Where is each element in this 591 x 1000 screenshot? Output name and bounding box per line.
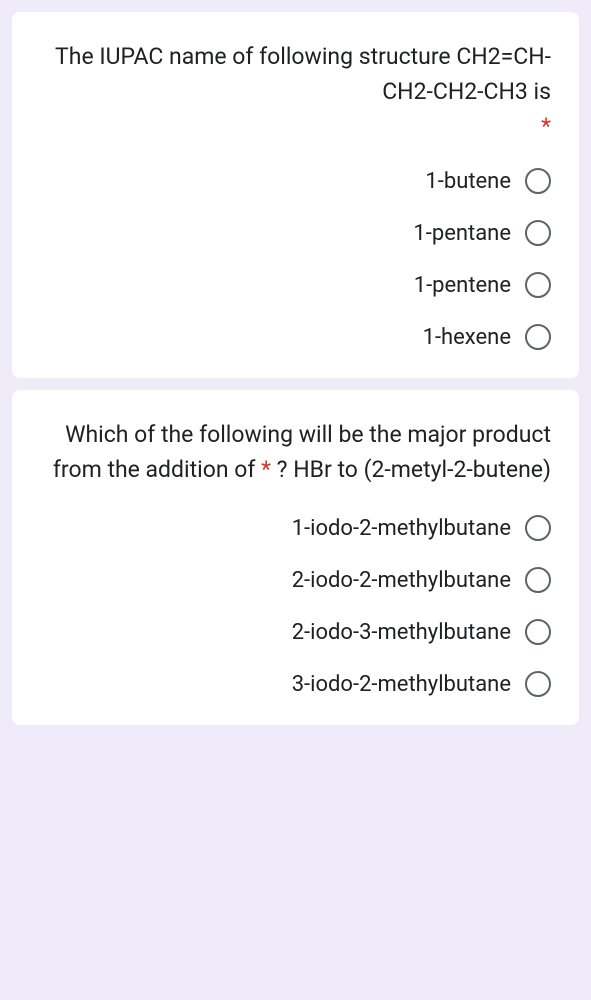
question-card-1: The IUPAC name of following structure CH…: [12, 12, 579, 378]
option-row[interactable]: 3-iodo-2-methylbutane: [40, 671, 551, 697]
radio-icon[interactable]: [525, 272, 551, 298]
required-asterisk: *: [40, 113, 551, 140]
option-row[interactable]: 1-butene: [40, 168, 551, 194]
question-2-text-after: ? HBr to (2-metyl-2-butene): [271, 456, 551, 483]
option-label: 1-butene: [425, 169, 511, 194]
radio-icon[interactable]: [525, 619, 551, 645]
question-card-2: Which of the following will be the major…: [12, 390, 579, 725]
radio-icon[interactable]: [525, 567, 551, 593]
radio-icon[interactable]: [525, 671, 551, 697]
option-row[interactable]: 2-iodo-3-methylbutane: [40, 619, 551, 645]
option-row[interactable]: 1-pentane: [40, 220, 551, 246]
option-row[interactable]: 1-iodo-2-methylbutane: [40, 515, 551, 541]
radio-icon[interactable]: [525, 220, 551, 246]
required-asterisk: *: [261, 456, 271, 483]
option-label: 1-pentane: [413, 221, 511, 246]
option-label: 1-pentene: [414, 273, 511, 298]
option-label: 3-iodo-2-methylbutane: [292, 672, 511, 697]
option-row[interactable]: 1-hexene: [40, 324, 551, 350]
option-row[interactable]: 1-pentene: [40, 272, 551, 298]
option-label: 2-iodo-3-methylbutane: [292, 620, 511, 645]
option-row[interactable]: 2-iodo-2-methylbutane: [40, 567, 551, 593]
option-label: 1-iodo-2-methylbutane: [292, 516, 511, 541]
radio-icon[interactable]: [525, 168, 551, 194]
question-2-options: 1-iodo-2-methylbutane 2-iodo-2-methylbut…: [40, 515, 551, 697]
option-label: 2-iodo-2-methylbutane: [292, 568, 511, 593]
question-1-options: 1-butene 1-pentane 1-pentene 1-hexene: [40, 168, 551, 350]
option-label: 1-hexene: [423, 325, 511, 350]
question-2-text: Which of the following will be the major…: [40, 418, 551, 487]
radio-icon[interactable]: [525, 324, 551, 350]
question-1-text: The IUPAC name of following structure CH…: [40, 40, 551, 109]
radio-icon[interactable]: [525, 515, 551, 541]
